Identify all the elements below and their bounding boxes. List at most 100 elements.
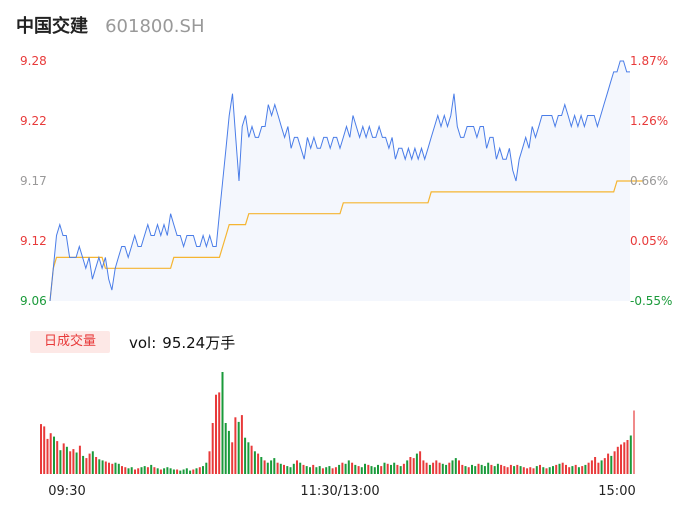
volume-bar xyxy=(367,464,370,474)
volume-bar xyxy=(72,449,75,474)
volume-bar xyxy=(43,426,46,474)
volume-bar xyxy=(496,463,499,474)
volume-bar xyxy=(535,466,538,474)
volume-bar xyxy=(629,435,632,474)
volume-bar xyxy=(568,467,571,474)
daily-volume-tab[interactable]: 日成交量 xyxy=(30,331,110,353)
volume-bar xyxy=(626,440,629,474)
volume-bar xyxy=(91,451,94,474)
volume-bar xyxy=(189,470,192,474)
volume-bar xyxy=(53,436,55,474)
volume-bar xyxy=(561,462,564,474)
percent-tick-label: 0.66% xyxy=(630,174,668,188)
volume-bar xyxy=(529,467,532,474)
volume-bar xyxy=(607,453,610,474)
volume-bar xyxy=(263,460,266,474)
volume-bar xyxy=(435,460,438,474)
volume-bar xyxy=(56,441,59,474)
volume-bar xyxy=(445,464,448,474)
volume-bar xyxy=(321,468,324,474)
price-tick-label: 9.06 xyxy=(20,294,47,308)
volume-bar xyxy=(205,462,208,474)
volume-bar xyxy=(270,460,273,474)
volume-bar xyxy=(344,463,347,474)
volume-bar xyxy=(49,433,52,474)
time-tick-label: 11:30/13:00 xyxy=(300,484,379,499)
volume-bar xyxy=(454,458,457,474)
volume-bar xyxy=(347,460,350,474)
volume-bar xyxy=(590,460,593,474)
volume-bar xyxy=(179,470,182,474)
volume-bar xyxy=(474,466,477,474)
volume-bar xyxy=(532,468,535,474)
volume-bar xyxy=(613,451,616,474)
volume-bar xyxy=(266,462,269,474)
volume-bar xyxy=(114,462,117,474)
volume-bar xyxy=(338,464,341,474)
volume-bar xyxy=(334,467,337,474)
volume-bar xyxy=(137,468,140,474)
volume-bar xyxy=(146,467,149,474)
average-price-line xyxy=(49,180,643,302)
volume-bar xyxy=(503,466,506,474)
volume-label: vol: xyxy=(129,334,157,352)
volume-bar xyxy=(610,455,613,474)
volume-bar xyxy=(448,462,451,474)
volume-bar xyxy=(279,463,282,474)
volume-bar xyxy=(101,460,104,474)
volume-bar xyxy=(224,423,227,474)
volume-bar xyxy=(548,467,551,474)
percent-tick-label: 1.26% xyxy=(630,114,668,128)
volume-bar xyxy=(208,451,211,474)
volume-bar xyxy=(78,445,81,474)
time-tick-label: 15:00 xyxy=(598,484,635,499)
volume-bar xyxy=(555,464,558,474)
volume-bar xyxy=(250,445,253,474)
volume-bar xyxy=(59,450,62,474)
volume-bar xyxy=(283,464,285,474)
volume-bar xyxy=(231,442,234,474)
volume-bar xyxy=(377,464,379,474)
volume-bar xyxy=(211,423,214,474)
volume-bar xyxy=(380,466,383,474)
volume-bar xyxy=(237,421,240,474)
volume-bar xyxy=(215,394,217,474)
volume-bar xyxy=(276,462,279,474)
volume-bar xyxy=(325,467,328,474)
volume-bar xyxy=(493,466,496,474)
price-tick-label: 9.12 xyxy=(20,234,47,248)
volume-bar xyxy=(253,451,256,474)
volume-bar xyxy=(111,463,114,474)
volume-bar xyxy=(565,464,567,474)
volume-bar xyxy=(130,467,133,474)
volume-bar xyxy=(633,410,635,474)
percent-tick-label: 1.87% xyxy=(630,54,668,68)
volume-bar xyxy=(461,464,464,474)
volume-bar xyxy=(273,458,276,474)
volume-bar xyxy=(260,457,263,474)
time-tick-label: 09:30 xyxy=(48,484,85,499)
volume-bar xyxy=(331,468,334,474)
volume-bar xyxy=(542,467,545,474)
volume-bar xyxy=(519,466,522,474)
volume-bar xyxy=(227,430,230,474)
volume-bar xyxy=(425,462,428,474)
volume-bar xyxy=(247,442,250,474)
volume-bar xyxy=(545,468,548,474)
volume-bar xyxy=(594,457,597,474)
volume-bar xyxy=(360,467,363,474)
volume-bar xyxy=(509,464,512,474)
volume-bar xyxy=(603,458,606,474)
volume-bar xyxy=(244,437,247,474)
volume-bar xyxy=(159,469,162,474)
volume-bar xyxy=(477,463,480,474)
volume-bar xyxy=(451,460,454,474)
volume-bar xyxy=(513,466,516,474)
volume-bar xyxy=(65,446,68,474)
volume-value: 95.24万手 xyxy=(162,334,236,352)
volume-bar xyxy=(500,464,503,474)
volume-bar xyxy=(143,466,146,474)
percent-tick-label: -0.55% xyxy=(630,294,672,308)
volume-bar xyxy=(386,463,389,474)
